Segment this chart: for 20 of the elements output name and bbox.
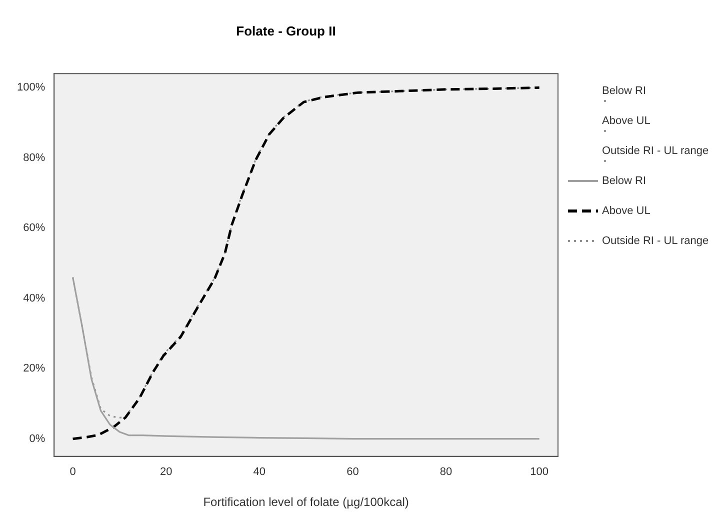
- chart-title: Folate - Group II: [236, 23, 336, 38]
- legend-label: Below RI: [602, 175, 646, 187]
- text: Above UL: [602, 115, 650, 127]
- y-tick-label: 100%: [16, 82, 46, 94]
- y-tick-label: 20%: [23, 362, 46, 375]
- text: Below RI: [602, 85, 646, 97]
- legend-label: Above UL: [602, 205, 650, 217]
- y-tick-label: 0%: [29, 432, 46, 445]
- y-tick-label: 80%: [23, 152, 46, 164]
- x-tick-label: 100: [530, 466, 549, 478]
- y-tick-label: 60%: [23, 222, 46, 234]
- text: Outside RI - UL range: [602, 145, 709, 157]
- x-tick-label: 60: [346, 466, 359, 478]
- x-tick-label: 0: [70, 466, 76, 478]
- x-axis-title: Fortification level of folate (µg/100kcal): [203, 495, 409, 510]
- x-tick-label: 20: [160, 466, 172, 478]
- y-tick-label: 40%: [23, 292, 46, 304]
- legend-label: Outside RI - UL range: [602, 235, 709, 247]
- x-tick-label: 40: [253, 466, 266, 478]
- x-tick-label: 80: [440, 466, 452, 478]
